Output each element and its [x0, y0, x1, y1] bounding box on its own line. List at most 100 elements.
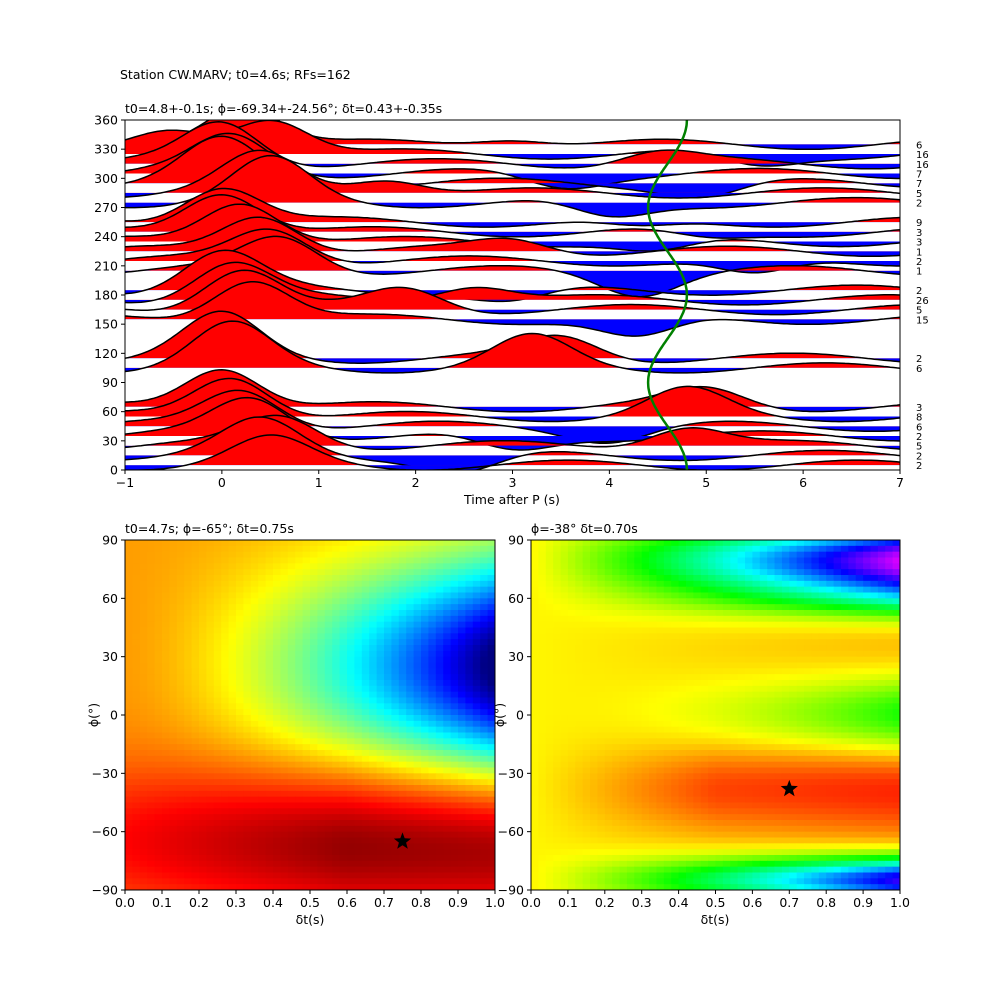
- heatmap-cell: [221, 557, 230, 564]
- left-x-tick-label: 1.0: [485, 895, 505, 910]
- heatmap-cell: [759, 674, 768, 681]
- heatmap-cell: [487, 709, 495, 716]
- heatmap-cell: [781, 627, 790, 634]
- heatmap-cell: [848, 662, 857, 669]
- heatmap-cell: [487, 767, 495, 774]
- heatmap-cell: [191, 738, 200, 745]
- heatmap-cell: [612, 633, 621, 640]
- heatmap-cell: [406, 872, 415, 879]
- heatmap-cell: [169, 750, 178, 757]
- heatmap-cell: [863, 680, 872, 687]
- heatmap-cell: [361, 563, 370, 570]
- heatmap-cell: [480, 598, 489, 605]
- heatmap-cell: [332, 586, 341, 594]
- heatmap-cell: [280, 878, 289, 885]
- heatmap-cell: [752, 551, 761, 559]
- heatmap-cell: [450, 540, 459, 547]
- heatmap-cell: [406, 685, 415, 693]
- heatmap-cell: [347, 767, 355, 774]
- heatmap-cell: [317, 703, 326, 710]
- heatmap-cell: [435, 691, 444, 699]
- heatmap-cell: [398, 744, 407, 751]
- heatmap-cell: [863, 575, 872, 582]
- heatmap-cell: [472, 825, 481, 833]
- heatmap-cell: [273, 615, 281, 623]
- heatmap-cell: [759, 569, 768, 576]
- heatmap-cell: [590, 545, 599, 553]
- heatmap-cell: [458, 545, 466, 553]
- heatmap-cell: [685, 639, 694, 646]
- heatmap-cell: [421, 726, 429, 734]
- heatmap-cell: [487, 685, 495, 693]
- heatmap-cell: [465, 779, 474, 786]
- heatmap-cell: [693, 685, 702, 693]
- heatmap-cell: [450, 709, 459, 716]
- heatmap-cell: [132, 878, 141, 885]
- heatmap-cell: [228, 645, 237, 652]
- figure-suptitle: Station CW.MARV; t0=4.6s; RFs=162: [120, 67, 351, 82]
- heatmap-cell: [384, 796, 392, 804]
- heatmap-cell: [139, 697, 148, 704]
- heatmap-cell: [361, 650, 370, 658]
- heatmap-cell: [870, 639, 879, 646]
- heatmap-cell: [406, 580, 415, 588]
- heatmap-cell: [531, 639, 539, 646]
- heatmap-cell: [531, 691, 539, 699]
- heatmap-cell: [855, 586, 864, 594]
- heatmap-cell: [612, 598, 621, 605]
- heatmap-cell: [369, 755, 378, 763]
- heatmap-cell: [221, 837, 230, 844]
- heatmap-cell: [656, 715, 665, 722]
- heatmap-cell: [406, 785, 415, 792]
- heatmap-cell: [228, 703, 237, 710]
- heatmap-cell: [612, 674, 621, 681]
- heatmap-cell: [848, 580, 857, 588]
- heatmap-cell: [154, 767, 163, 774]
- heatmap-cell: [818, 551, 827, 559]
- heatmap-cell: [737, 569, 746, 576]
- heatmap-cell: [715, 668, 724, 675]
- heatmap-cell: [892, 732, 900, 739]
- heatmap-cell: [199, 697, 207, 704]
- heatmap-cell: [332, 650, 341, 658]
- heatmap-cell: [708, 557, 717, 564]
- heatmap-cell: [450, 866, 459, 874]
- heatmap-cell: [575, 604, 584, 611]
- heatmap-cell: [767, 627, 776, 634]
- heatmap-cell: [199, 580, 207, 588]
- heatmap-cell: [567, 569, 576, 576]
- heatmap-cell: [575, 633, 584, 640]
- heatmap-cell: [339, 610, 348, 617]
- heatmap-cell: [811, 598, 820, 605]
- heatmap-cell: [125, 569, 133, 576]
- heatmap-cell: [870, 563, 879, 570]
- heatmap-cell: [258, 680, 267, 687]
- heatmap-cell: [487, 639, 495, 646]
- heatmap-cell: [818, 697, 827, 704]
- heatmap-cell: [302, 808, 311, 815]
- heatmap-cell: [818, 738, 827, 745]
- heatmap-cell: [221, 580, 230, 588]
- heatmap-cell: [833, 709, 842, 716]
- heatmap-cell: [789, 610, 798, 617]
- heatmap-cell: [147, 697, 156, 704]
- heatmap-cell: [774, 639, 783, 646]
- heatmap-cell: [369, 697, 378, 704]
- heatmap-cell: [376, 586, 385, 594]
- heatmap-cell: [258, 849, 267, 856]
- heatmap-cell: [273, 685, 281, 693]
- heatmap-cell: [302, 604, 311, 611]
- heatmap-cell: [745, 691, 753, 699]
- heatmap-cell: [538, 592, 547, 599]
- heatmap-cell: [612, 569, 621, 576]
- heatmap-cell: [339, 872, 348, 879]
- heatmap-cell: [287, 884, 296, 890]
- heatmap-cell: [641, 598, 650, 605]
- heatmap-cell: [176, 691, 185, 699]
- heatmap-cell: [450, 650, 459, 658]
- heatmap-cell: [870, 575, 879, 582]
- heatmap-cell: [206, 750, 215, 757]
- heatmap-cell: [700, 738, 709, 745]
- heatmap-cell: [162, 715, 170, 722]
- heatmap-cell: [132, 610, 141, 617]
